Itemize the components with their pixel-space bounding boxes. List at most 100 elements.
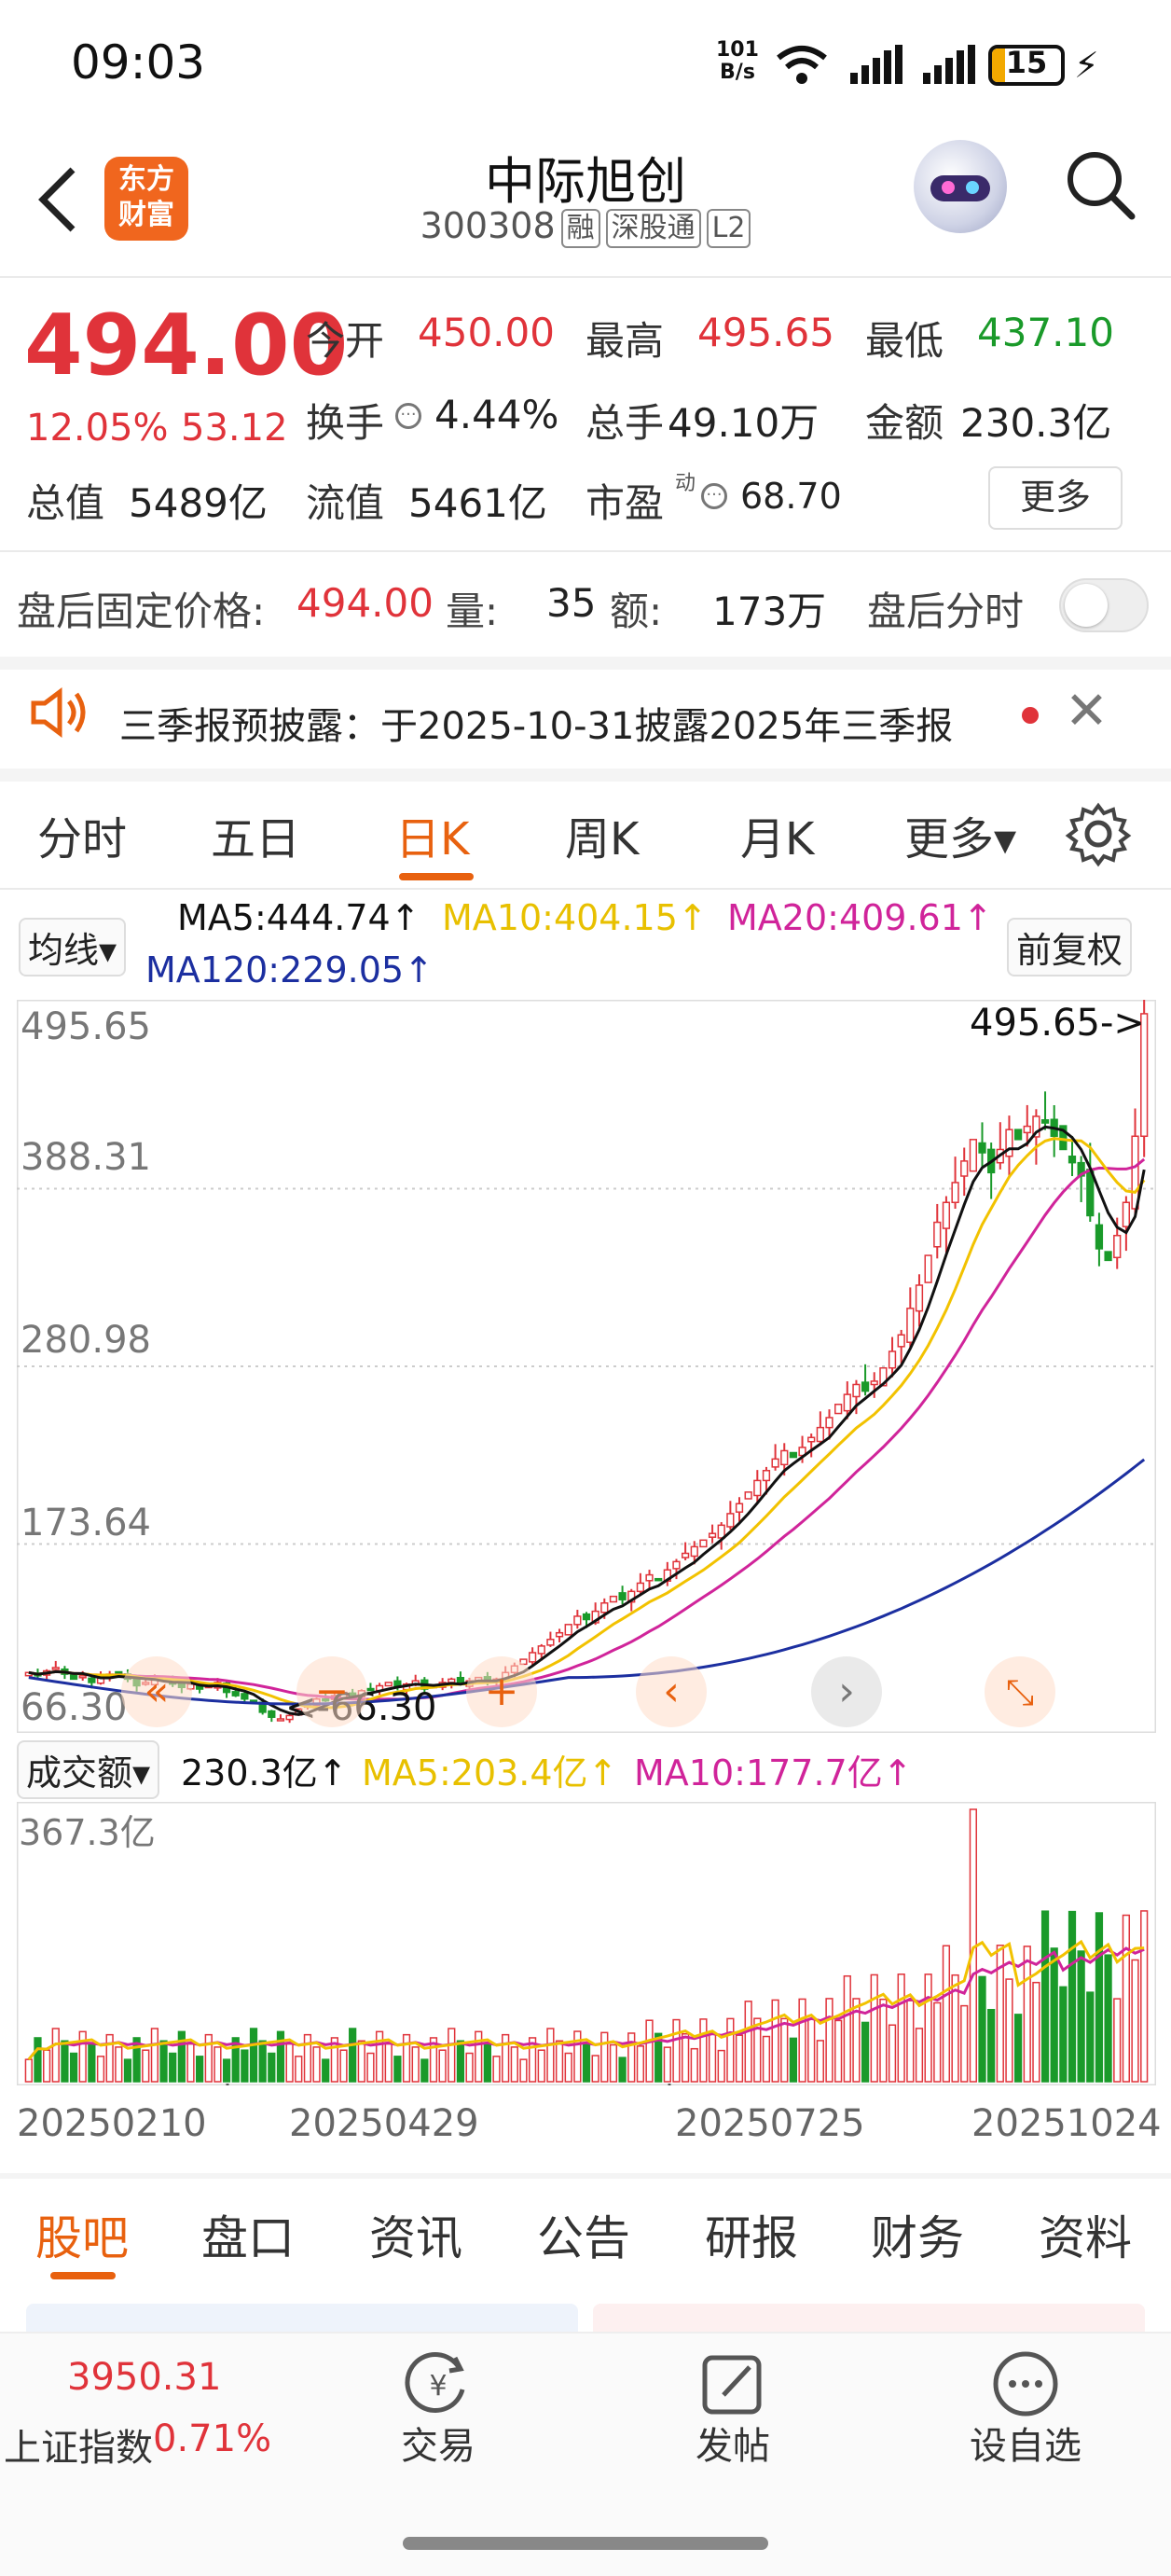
adjust-selector[interactable]: 前复权 xyxy=(1007,918,1133,976)
volume-bar xyxy=(456,2040,465,2083)
volume-bar xyxy=(231,2037,240,2083)
after-hours-toggle[interactable] xyxy=(1059,578,1149,632)
stock-code-row: 300308 融深股通 L2 xyxy=(0,205,1171,248)
candle xyxy=(771,1458,779,1468)
volume-bar xyxy=(1122,1914,1131,2083)
info-icon[interactable]: ··· xyxy=(395,403,421,429)
volume-bar xyxy=(268,2052,276,2083)
price-axis-label: 388.31 xyxy=(21,1136,151,1179)
home-indicator[interactable] xyxy=(403,2537,768,2550)
candle xyxy=(1095,1224,1104,1250)
more-dots-icon[interactable] xyxy=(990,2348,1061,2419)
compose-icon[interactable] xyxy=(697,2348,768,2419)
candle xyxy=(1122,1201,1131,1227)
volume-bar xyxy=(349,2028,357,2083)
change-percent: 12.05% xyxy=(26,407,169,450)
date-label: 20251024 xyxy=(971,2102,1162,2145)
tab-daily-k[interactable]: 日K xyxy=(395,813,470,866)
fullscreen-icon[interactable]: ⤡ xyxy=(985,1656,1055,1727)
zoom-in-icon[interactable]: + xyxy=(466,1656,537,1727)
settings-gear-icon[interactable] xyxy=(1065,800,1132,867)
tab-weekly-k[interactable]: 周K xyxy=(565,813,640,866)
tab-monthly-k[interactable]: 月K xyxy=(740,813,815,866)
add-watchlist-button[interactable]: 设自选 xyxy=(970,2425,1081,2468)
tab-more[interactable]: 更多▾ xyxy=(904,813,1017,866)
close-icon[interactable]: ✕ xyxy=(1065,681,1109,741)
trade-button[interactable]: 交易 xyxy=(401,2425,475,2468)
search-icon[interactable] xyxy=(1063,147,1137,222)
candlestick-chart[interactable] xyxy=(17,1000,1156,1733)
tab-research[interactable]: 研报 xyxy=(705,2211,798,2265)
tab-announcements[interactable]: 公告 xyxy=(537,2211,630,2265)
tab-forum[interactable]: 股吧 xyxy=(35,2211,129,2265)
tab-five-day[interactable]: 五日 xyxy=(211,813,301,866)
scroll-left-fast-icon[interactable]: « xyxy=(121,1656,192,1727)
volume-bar xyxy=(465,2052,474,2083)
volume-bar xyxy=(618,2057,627,2083)
volume-bar xyxy=(960,2004,969,2083)
volume-bar xyxy=(816,2040,824,2083)
info-icon[interactable]: ··· xyxy=(701,483,727,509)
app-logo: 东方 财富 xyxy=(104,157,188,241)
candle xyxy=(897,1334,905,1348)
trade-yen-icon[interactable]: ¥ xyxy=(403,2348,474,2419)
volume-ma5: MA5:203.4亿↑ xyxy=(362,1752,618,1794)
tab-profile[interactable]: 资料 xyxy=(1039,2211,1132,2265)
scroll-right-icon[interactable]: › xyxy=(811,1656,882,1727)
tab-order-book[interactable]: 盘口 xyxy=(201,2211,295,2265)
tab-news[interactable]: 资讯 xyxy=(369,2211,462,2265)
volume-bar xyxy=(384,2043,393,2083)
candle xyxy=(241,1693,249,1700)
volume-bar xyxy=(78,2030,87,2083)
candle xyxy=(268,1710,276,1718)
volume-bar xyxy=(222,2058,231,2083)
tab-finance[interactable]: 财务 xyxy=(871,2211,964,2265)
low-value: 437.10 xyxy=(977,310,1114,355)
volume-bar xyxy=(204,2033,213,2083)
index-name[interactable]: 上证指数 xyxy=(4,2427,153,2470)
volume-bar xyxy=(564,2052,572,2083)
volume-bar xyxy=(393,2056,402,2083)
scroll-left-icon[interactable]: ‹ xyxy=(636,1656,707,1727)
candle xyxy=(1040,1119,1050,1124)
volume-bar xyxy=(636,2045,645,2083)
volume-bar xyxy=(852,1998,861,2083)
high-value: 495.65 xyxy=(697,310,834,355)
volume-bar xyxy=(510,2046,518,2083)
volume-chart[interactable] xyxy=(17,1802,1156,2085)
volume-bar xyxy=(699,2018,708,2083)
connect-tag: 深股通 xyxy=(605,208,701,248)
high-label: 最高 xyxy=(586,318,665,364)
volume-bar xyxy=(1068,1910,1077,2083)
volume-bar xyxy=(1104,1954,1112,2083)
candle xyxy=(888,1350,897,1369)
battery-icon: 15 xyxy=(988,45,1065,86)
volume-bar xyxy=(339,2049,348,2083)
after-hours-price: 494.00 xyxy=(296,580,434,626)
net-speed: 101 B/s xyxy=(716,38,759,84)
volume-bar xyxy=(897,1974,905,2083)
mktcap-value: 5489亿 xyxy=(129,480,268,526)
volume-bar xyxy=(88,2043,96,2083)
volume-bar xyxy=(375,2030,384,2083)
volume-bar xyxy=(682,2032,690,2083)
robot-assistant-icon[interactable] xyxy=(914,140,1007,233)
date-label: 20250725 xyxy=(675,2102,865,2145)
volume-selector[interactable]: 成交额▾ xyxy=(17,1740,160,1799)
zoom-out-icon[interactable]: − xyxy=(296,1656,367,1727)
candle xyxy=(852,1383,861,1398)
index-value[interactable]: 3950.31 xyxy=(67,2356,222,2399)
candle xyxy=(1113,1234,1122,1259)
tab-intraday[interactable]: 分时 xyxy=(37,813,128,866)
candle xyxy=(915,1284,924,1312)
candle xyxy=(654,1577,663,1582)
post-button[interactable]: 发帖 xyxy=(696,2425,770,2468)
more-button[interactable]: 更多 xyxy=(988,466,1123,530)
ma20-line xyxy=(28,1157,1146,1701)
volume-bar xyxy=(96,2056,105,2083)
back-icon[interactable] xyxy=(34,164,80,235)
notice-text[interactable]: 三季报预披露：于2025-10-31披露2025年三季报 xyxy=(119,705,954,748)
candle xyxy=(744,1491,752,1500)
ma-selector[interactable]: 均线▾ xyxy=(19,918,127,976)
volume-bar xyxy=(159,2040,168,2083)
